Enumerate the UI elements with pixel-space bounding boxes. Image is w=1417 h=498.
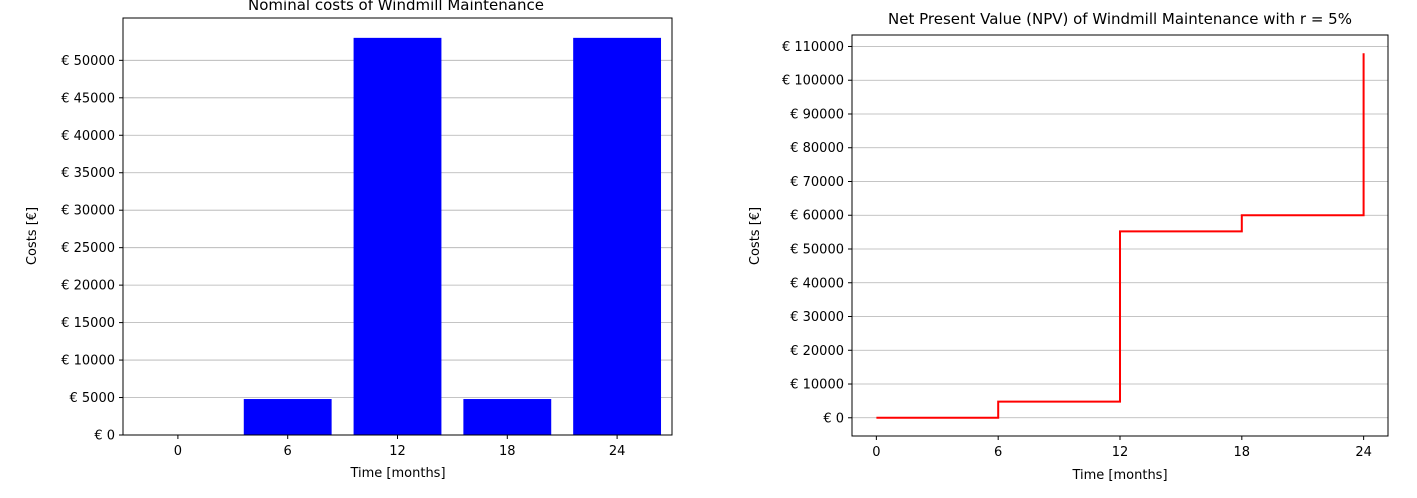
- y-axis-ticks: € 0 € 10000 € 20000 € 30000 € 40000 € 50000 € …: [782, 40, 852, 426]
- y-tick-label: € 100000: [782, 74, 844, 89]
- npv-series-line: [876, 53, 1365, 419]
- y-tick-label: € 90000: [790, 107, 844, 122]
- y-axis-label: Costs [€]: [25, 207, 40, 265]
- y-tick-label: € 70000: [790, 175, 844, 190]
- y-tick-label: € 60000: [790, 209, 844, 224]
- y-tick-label: € 10000: [61, 354, 115, 369]
- x-tick-label: 12: [1112, 445, 1129, 460]
- plot-frame: [851, 34, 1389, 437]
- x-tick-label: 6: [994, 445, 1002, 460]
- bar: [573, 37, 662, 435]
- y-tick-label: € 30000: [790, 310, 844, 325]
- bar: [243, 399, 332, 435]
- y-tick-label: € 40000: [61, 129, 115, 144]
- y-tick-label: € 50000: [790, 243, 844, 258]
- npv-chart: Net Present Value (NPV) of Windmill Main…: [748, 10, 1389, 483]
- y-axis-ticks: € 0 € 5000 € 10000 € 15000 € 20000 € 25000 € 3…: [61, 54, 123, 444]
- plot-frame: [122, 17, 673, 436]
- y-tick-label: € 80000: [790, 141, 844, 156]
- y-tick-label: € 5000: [70, 391, 116, 406]
- x-tick-label: 12: [389, 444, 406, 459]
- x-tick-label: 18: [499, 444, 516, 459]
- bar: [353, 37, 442, 435]
- x-tick-label: 0: [872, 445, 880, 460]
- y-tick-label: € 30000: [61, 204, 115, 219]
- x-tick-label: 18: [1234, 445, 1251, 460]
- x-tick-label: 0: [174, 444, 182, 459]
- y-tick-label: € 110000: [782, 40, 844, 55]
- y-tick-label: € 0: [823, 411, 844, 426]
- y-tick-label: € 20000: [61, 279, 115, 294]
- chart-title: Nominal costs of Windmill Maintenance: [248, 0, 544, 14]
- x-axis-label: Time [months]: [1071, 468, 1167, 483]
- y-axis-label: Costs [€]: [748, 207, 763, 265]
- y-tick-label: € 0: [94, 429, 115, 444]
- x-tick-label: 24: [1355, 445, 1372, 460]
- x-tick-label: 24: [609, 444, 626, 459]
- y-tick-label: € 35000: [61, 166, 115, 181]
- chart-title: Net Present Value (NPV) of Windmill Main…: [888, 10, 1352, 28]
- y-tick-label: € 50000: [61, 54, 115, 69]
- bar: [463, 399, 552, 435]
- y-tick-label: € 20000: [790, 344, 844, 359]
- nominal-costs-chart: Nominal costs of Windmill Maintenance € …: [25, 0, 673, 481]
- y-tick-label: € 40000: [790, 276, 844, 291]
- x-axis-ticks: 0 6 12 18 24: [174, 435, 626, 459]
- bars: [243, 37, 662, 435]
- y-tick-label: € 15000: [61, 316, 115, 331]
- y-tick-label: € 45000: [61, 91, 115, 106]
- x-axis-ticks: 0 6 12 18 24: [872, 436, 1372, 460]
- y-tick-label: € 10000: [790, 378, 844, 393]
- y-tick-label: € 25000: [61, 241, 115, 256]
- x-tick-label: 6: [284, 444, 292, 459]
- x-axis-label: Time [months]: [349, 466, 445, 481]
